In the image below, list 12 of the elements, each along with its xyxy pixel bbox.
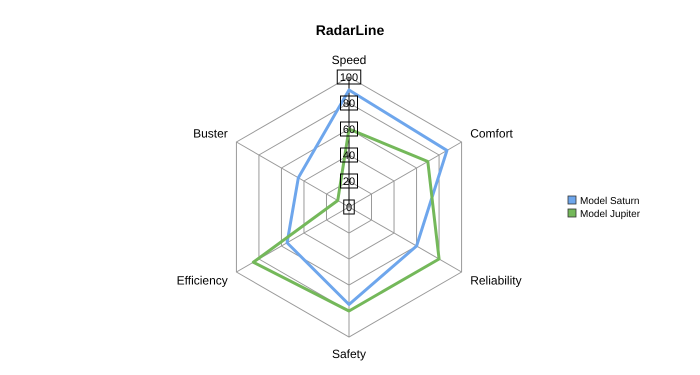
spoke-label: Comfort	[470, 126, 514, 141]
spoke-label: Buster	[193, 126, 228, 141]
y-tick-label: 100	[340, 72, 358, 84]
legend-label: Model Jupiter	[580, 209, 641, 220]
spoke-label: Speed	[332, 53, 366, 68]
chart-title: RadarLine	[316, 22, 384, 38]
spoke-label: Reliability	[470, 273, 522, 288]
spoke-label: Efficiency	[176, 273, 228, 288]
spoke-label: Safety	[332, 346, 366, 361]
y-tick-label: 0	[346, 202, 352, 214]
legend-label: Model Saturn	[580, 196, 640, 207]
y-tick-label: 60	[342, 124, 356, 136]
